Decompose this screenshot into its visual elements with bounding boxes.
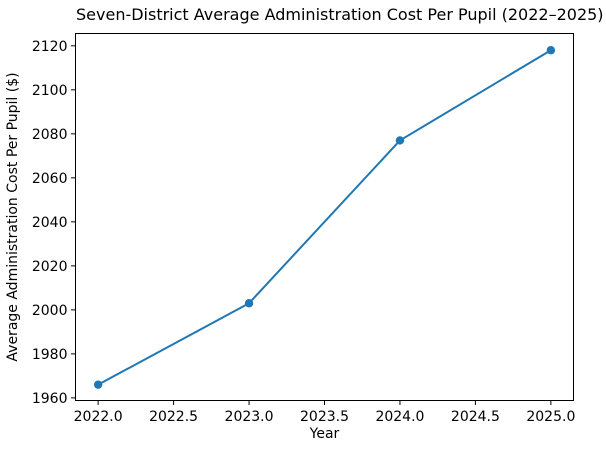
x-tick-label: 2024.5 bbox=[451, 409, 500, 425]
x-tick-label: 2023.5 bbox=[300, 409, 349, 425]
chart-title: Seven-District Average Administration Co… bbox=[76, 5, 604, 24]
data-point-marker bbox=[93, 380, 103, 389]
y-tick-label: 2100 bbox=[32, 83, 68, 99]
y-tick-label: 1960 bbox=[32, 391, 68, 407]
data-line bbox=[97, 49, 552, 386]
x-tick-label: 2022.0 bbox=[74, 409, 123, 425]
x-tick-label: 2025.0 bbox=[526, 409, 575, 425]
y-tick-label: 2000 bbox=[32, 303, 68, 319]
y-tick-label: 2120 bbox=[32, 39, 68, 55]
y-tick-label: 2080 bbox=[32, 127, 68, 143]
x-tick-label: 2024.0 bbox=[375, 409, 424, 425]
data-point-marker bbox=[546, 46, 556, 55]
axes-frame bbox=[75, 33, 574, 401]
x-tick-label: 2023.0 bbox=[225, 409, 274, 425]
y-tick-label: 2060 bbox=[32, 171, 68, 187]
data-point-marker bbox=[395, 136, 405, 145]
data-point-marker bbox=[244, 299, 254, 308]
y-tick-label: 2020 bbox=[32, 259, 68, 275]
x-axis-label: Year bbox=[309, 426, 340, 442]
y-tick-label: 2040 bbox=[32, 215, 68, 231]
x-tick-label: 2022.5 bbox=[149, 409, 198, 425]
y-tick-label: 1980 bbox=[32, 347, 68, 363]
